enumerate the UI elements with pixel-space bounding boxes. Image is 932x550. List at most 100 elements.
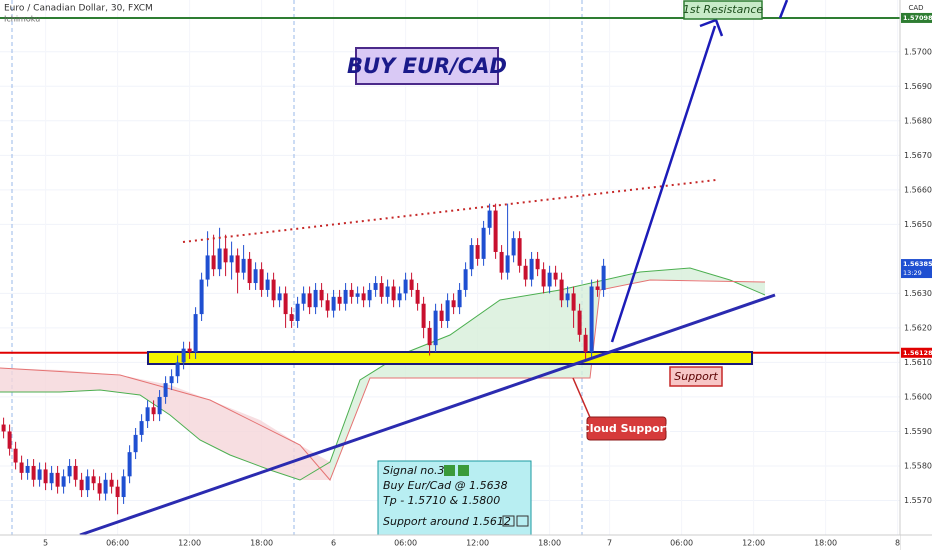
candle-body bbox=[79, 479, 84, 491]
signal-line: Support around 1.5612 bbox=[383, 515, 511, 528]
candle-body bbox=[313, 289, 318, 308]
price-tag-label: 1.56128 bbox=[903, 349, 932, 357]
candle-body bbox=[511, 238, 516, 256]
candle-body bbox=[463, 269, 468, 290]
candle-body bbox=[139, 421, 144, 435]
x-tick-label: 06:00 bbox=[106, 539, 129, 548]
arrow-head bbox=[699, 18, 724, 37]
candle-body bbox=[67, 465, 72, 477]
candle-body bbox=[301, 293, 306, 304]
candle-body bbox=[133, 434, 138, 453]
candle-body bbox=[577, 310, 582, 335]
candle-body bbox=[25, 465, 30, 473]
candle-body bbox=[1, 424, 6, 432]
candle-body bbox=[349, 289, 354, 297]
candle-body bbox=[13, 448, 18, 463]
candle-body bbox=[427, 327, 432, 346]
y-tick-label: 1.56500 bbox=[904, 220, 932, 229]
candle-body bbox=[7, 431, 12, 449]
candle-body bbox=[259, 269, 264, 290]
candle-body bbox=[445, 300, 450, 321]
currency-label: CAD bbox=[908, 4, 923, 12]
x-tick-label: 06:00 bbox=[670, 539, 693, 548]
candle-body bbox=[19, 462, 24, 473]
price-tag-time: 13:29 bbox=[903, 269, 922, 277]
candle-body bbox=[433, 310, 438, 346]
candle-body bbox=[163, 383, 168, 397]
candle-body bbox=[103, 479, 108, 494]
x-tick-label: 6 bbox=[331, 539, 336, 548]
candle-body bbox=[373, 283, 378, 290]
y-tick-label: 1.55900 bbox=[904, 427, 932, 436]
signal-line: Signal no.3 bbox=[383, 464, 444, 477]
price-tag bbox=[901, 12, 932, 23]
candle-body bbox=[289, 314, 294, 321]
projection-arrow bbox=[778, 0, 789, 19]
candle-body bbox=[91, 476, 96, 484]
signal-line: Buy Eur/Cad @ 1.5638 bbox=[383, 479, 508, 492]
support-label: Support bbox=[674, 370, 718, 383]
candle-body bbox=[397, 293, 402, 301]
candle-body bbox=[265, 279, 270, 290]
y-tick-label: 1.56900 bbox=[904, 82, 932, 91]
candle-body bbox=[127, 452, 132, 477]
candle-body bbox=[529, 258, 534, 280]
leading-span-a bbox=[0, 267, 766, 481]
candle-body bbox=[457, 289, 462, 308]
candle-body bbox=[481, 227, 486, 259]
candle-body bbox=[385, 286, 390, 297]
candle-body bbox=[55, 472, 60, 487]
signal-line: Tp - 1.5710 & 1.5800 bbox=[383, 494, 500, 507]
candle-body bbox=[151, 407, 156, 415]
candle-body bbox=[235, 255, 240, 273]
candle-body bbox=[157, 396, 162, 415]
icon bbox=[502, 515, 515, 527]
cloud-bearish bbox=[0, 368, 330, 480]
candle-body bbox=[277, 293, 282, 301]
callout-pointer bbox=[572, 377, 593, 423]
price-tag bbox=[901, 347, 932, 358]
grid bbox=[0, 0, 900, 535]
candle-body bbox=[355, 293, 360, 297]
x-tick-label: 8 bbox=[895, 539, 900, 548]
candle-body bbox=[343, 289, 348, 304]
candle-body bbox=[295, 303, 300, 321]
candle-body bbox=[583, 334, 588, 353]
cloud-support-label: Cloud Support bbox=[582, 422, 671, 435]
candle-body bbox=[97, 483, 102, 494]
candle-body bbox=[307, 293, 312, 308]
candle-body bbox=[121, 476, 126, 498]
y-tick-label: 1.56800 bbox=[904, 116, 932, 125]
candle-body bbox=[37, 469, 42, 480]
candle-body bbox=[49, 472, 54, 484]
candle-body bbox=[595, 286, 600, 290]
candle-body bbox=[565, 293, 570, 301]
trend-line bbox=[79, 293, 776, 537]
candle-body bbox=[253, 269, 258, 284]
x-tick-label: 7 bbox=[607, 539, 612, 548]
candle-body bbox=[31, 465, 36, 480]
candles bbox=[1, 203, 606, 515]
candle-body bbox=[337, 296, 342, 304]
x-tick-label: 12:00 bbox=[742, 539, 765, 548]
candle-body bbox=[43, 469, 48, 484]
x-tick-label: 12:00 bbox=[178, 539, 201, 548]
price-tag-label: 1.56385 bbox=[903, 260, 932, 268]
resistance-label: 1st Resistance bbox=[683, 3, 764, 16]
axes: 1.55700 1.55800 1.55900 1.56000 1.56100 1.562… bbox=[43, 12, 932, 548]
chart-title: Euro / Canadian Dollar, 30, FXCM bbox=[4, 4, 153, 14]
candle-body bbox=[361, 293, 366, 301]
candle-body bbox=[571, 293, 576, 311]
x-tick-label: 06:00 bbox=[394, 539, 417, 548]
candle-body bbox=[193, 314, 198, 353]
candle-body bbox=[541, 269, 546, 287]
candle-body bbox=[109, 479, 114, 487]
candle-body bbox=[493, 210, 498, 252]
icon bbox=[516, 515, 529, 527]
candle-body bbox=[499, 251, 504, 273]
cloud-support-box bbox=[586, 416, 667, 441]
price-tag bbox=[901, 259, 932, 279]
candle-body bbox=[115, 486, 120, 498]
x-tick-label: 5 bbox=[43, 539, 48, 548]
candle-body bbox=[325, 300, 330, 311]
